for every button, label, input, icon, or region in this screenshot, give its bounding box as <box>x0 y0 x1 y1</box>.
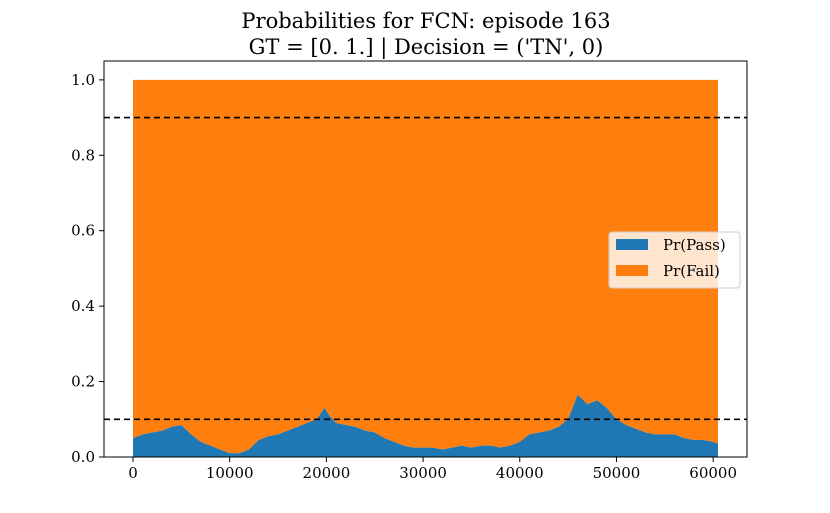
legend: Pr(Pass) Pr(Fail) <box>608 231 741 289</box>
y-tick-label: 0.6 <box>71 222 95 240</box>
area-pr-fail <box>133 79 718 454</box>
area-pr-pass <box>133 394 718 457</box>
chart-subtitle: GT = [0. 1.] | Decision = ('TN', 0) <box>249 35 604 60</box>
chart-title: Probabilities for FCN: episode 163 <box>241 9 610 33</box>
x-tick-label: 0 <box>128 464 138 482</box>
y-tick-label: 0.4 <box>71 297 95 315</box>
y-tick-label: 0.8 <box>71 146 95 164</box>
plot-frame <box>103 60 748 458</box>
y-axis: 0.0 0.2 0.4 0.6 0.8 1.0 <box>71 71 104 466</box>
legend-swatch-pr-fail <box>616 265 648 276</box>
x-tick-label: 50000 <box>593 464 641 482</box>
y-tick-label: 0.0 <box>71 448 95 466</box>
y-tick-label: 0.2 <box>71 373 95 391</box>
legend-swatch-pr-pass <box>616 239 648 250</box>
x-tick-label: 30000 <box>399 464 447 482</box>
y-tick-label: 1.0 <box>71 71 95 89</box>
legend-label-pr-pass: Pr(Pass) <box>663 236 726 254</box>
x-tick-label: 10000 <box>206 464 254 482</box>
legend-label-pr-fail: Pr(Fail) <box>663 262 720 280</box>
x-tick-label: 20000 <box>303 464 351 482</box>
threshold-lines <box>104 116 747 421</box>
x-axis: 0 10000 20000 30000 40000 50000 60000 <box>128 457 737 482</box>
x-tick-label: 40000 <box>496 464 544 482</box>
plot-area: 0 10000 20000 30000 40000 50000 60000 0.00.20.… <box>71 60 748 482</box>
x-tick-label: 60000 <box>689 464 737 482</box>
